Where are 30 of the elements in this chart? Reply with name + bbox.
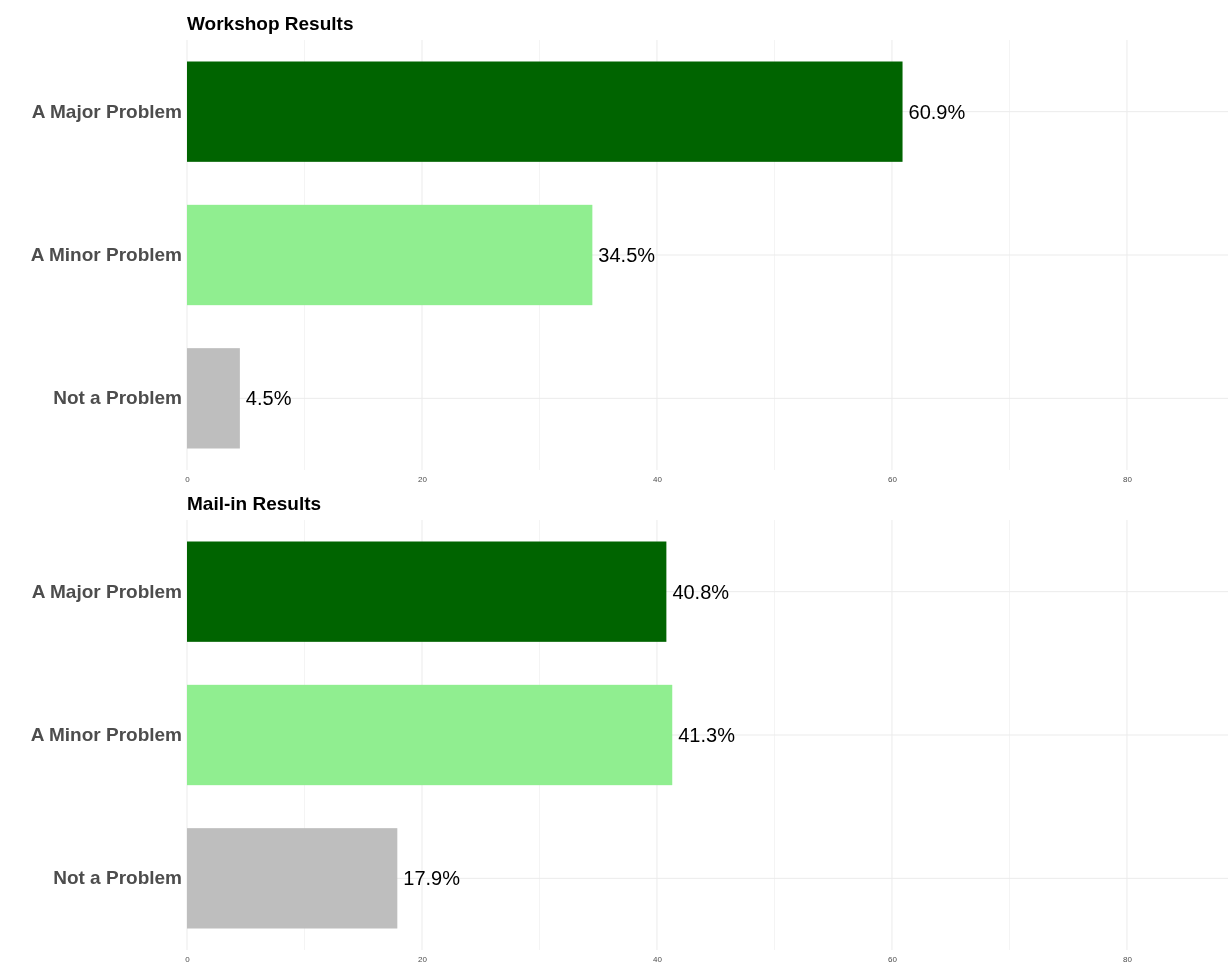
y-tick-label: A Minor Problem [30, 724, 182, 746]
bar [187, 348, 240, 449]
bar [187, 828, 398, 929]
x-tick-label: 0 [185, 954, 191, 964]
x-tick-label: 80 [1123, 954, 1133, 964]
y-tick-label: Not a Problem [53, 387, 182, 409]
data-label: 40.8% [672, 580, 730, 603]
x-tick-label: 60 [888, 954, 898, 964]
y-tick-label: Not a Problem [53, 867, 182, 889]
bar [187, 541, 667, 642]
data-label: 34.5% [598, 244, 656, 266]
x-tick-label: 0 [185, 474, 191, 484]
data-label: 60.9% [908, 100, 966, 123]
bar [187, 684, 673, 786]
x-tick-label: 80 [1123, 474, 1133, 484]
chart-title: Workshop Results [187, 13, 354, 34]
data-label: 4.5% [245, 387, 292, 410]
x-tick-label: 60 [888, 474, 898, 484]
x-tick-label: 40 [653, 474, 663, 484]
x-tick-label: 20 [418, 954, 428, 964]
data-label: 41.3% [678, 724, 736, 746]
y-tick-label: A Major Problem [31, 580, 182, 602]
x-tick-label: 40 [653, 954, 663, 964]
bar [187, 61, 903, 162]
bar [187, 204, 593, 306]
y-tick-label: A Minor Problem [30, 244, 182, 266]
x-tick-label: 20 [418, 474, 428, 484]
chart-title: Mail-in Results [187, 493, 322, 514]
data-label: 17.9% [403, 867, 461, 890]
y-tick-label: A Major Problem [31, 100, 182, 122]
